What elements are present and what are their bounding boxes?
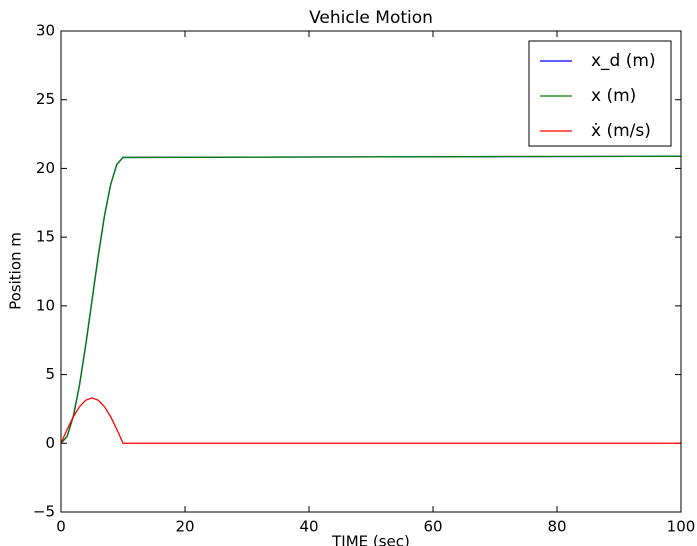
y-tick-label: 20: [36, 159, 55, 177]
y-tick-label: 5: [45, 365, 55, 383]
x-tick-label: 60: [423, 518, 442, 536]
x-axis-label: TIME (sec): [331, 533, 410, 546]
x-tick-label: 100: [667, 518, 696, 536]
chart-title: Vehicle Motion: [309, 8, 433, 28]
y-tick-label: 25: [36, 90, 55, 108]
x-tick-label: 20: [175, 518, 194, 536]
legend-label: ẋ (m/s): [591, 121, 651, 141]
x-tick-label: 80: [547, 518, 566, 536]
data-line: [60, 397, 681, 444]
data-line: [60, 155, 682, 444]
x-tick-label: 40: [299, 518, 318, 536]
y-tick-label: 15: [36, 228, 55, 246]
legend-label: x (m): [591, 86, 636, 106]
plot-frame: [60, 30, 682, 513]
legend-box: [528, 40, 672, 147]
y-tick-label: −5: [33, 503, 55, 521]
data-line: [60, 155, 682, 444]
y-tick-label: 10: [36, 296, 55, 314]
x-tick-label: 0: [56, 518, 66, 536]
y-axis-label: Position m: [7, 232, 25, 310]
legend-label: x_d (m): [591, 51, 656, 71]
y-tick-label: 30: [36, 22, 55, 40]
y-tick-label: 0: [45, 434, 55, 452]
